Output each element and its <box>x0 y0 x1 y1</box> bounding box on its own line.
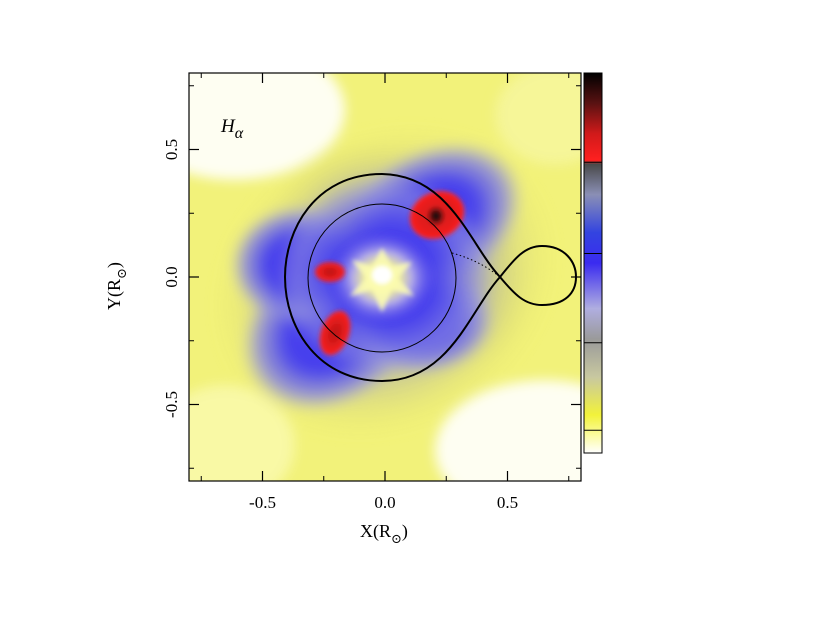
y-tick-label: 0.0 <box>162 266 181 287</box>
y-tick-label: -0.5 <box>162 391 181 418</box>
colorbar <box>583 72 603 454</box>
colorbar-frame <box>583 72 603 454</box>
inner-circle <box>307 203 457 353</box>
x-axis-label: X(R⊙) <box>360 521 408 546</box>
y-tick-label: 0.5 <box>162 139 181 160</box>
colorbar-fill <box>584 73 602 453</box>
hotspot-left <box>315 262 345 282</box>
x-ticks: -0.5 0.0 0.5 <box>200 73 570 512</box>
primary-roche-lobe <box>283 172 502 383</box>
x-tick-label: -0.5 <box>249 493 276 512</box>
plot-axes: -0.5 0.0 0.5 -0.5 0.0 0.5 <box>162 72 582 512</box>
x-tick-label: 0.0 <box>374 493 395 512</box>
panel-label: Hα <box>220 116 244 142</box>
stream-dotted <box>451 252 501 278</box>
colorbar-ticks <box>584 161 602 431</box>
x-tick-label: 0.5 <box>497 493 518 512</box>
hotspot-lower-left <box>319 310 351 356</box>
y-ticks: -0.5 0.0 0.5 <box>162 85 581 469</box>
y-axis-label: Y(R⊙) <box>104 262 129 310</box>
